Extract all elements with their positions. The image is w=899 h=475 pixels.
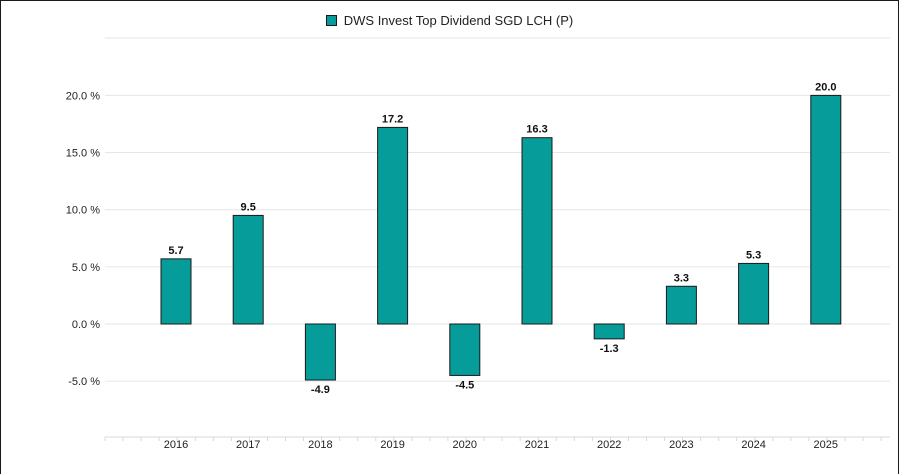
data-label-2023: 3.3 — [674, 272, 689, 284]
x-axis-ticks: 2016 2017 2018 2019 2020 2021 2022 2023 2024 2025 — [164, 439, 838, 451]
bar-2019 — [377, 126, 409, 325]
data-label-2025: 20.0 — [815, 81, 836, 93]
x-tick-label: 2024 — [741, 439, 765, 451]
bar-2022 — [593, 323, 625, 340]
chart-legend: DWS Invest Top Dividend SGD LCH (P) — [0, 13, 899, 28]
data-label-2022: -1.3 — [600, 343, 619, 355]
bar-2016 — [160, 258, 192, 325]
x-tick-label: 2021 — [525, 439, 549, 451]
x-tick-label: 2022 — [597, 439, 621, 451]
y-axis-ticks: -5.0 % 0.0 % 5.0 % 10.0 % 15.0 % 20.0 % — [66, 90, 100, 388]
x-tick-label: 2020 — [453, 439, 477, 451]
data-label-2016: 5.7 — [168, 245, 183, 257]
bar-2018 — [304, 323, 336, 381]
y-tick-label: 10.0 % — [66, 205, 100, 217]
x-axis — [104, 436, 890, 441]
bar-2023 — [665, 285, 697, 325]
data-label-2024: 5.3 — [746, 249, 761, 261]
data-label-2021: 16.3 — [526, 124, 547, 136]
legend-label: DWS Invest Top Dividend SGD LCH (P) — [343, 13, 574, 28]
data-label-2017: 9.5 — [241, 201, 256, 213]
x-tick-label: 2023 — [669, 439, 693, 451]
data-label-2018: -4.9 — [311, 384, 330, 396]
x-tick-label: 2025 — [814, 439, 838, 451]
bar-2025 — [810, 94, 842, 325]
bar-2017 — [232, 214, 264, 325]
y-tick-label: 15.0 % — [66, 148, 100, 160]
bar-2021 — [521, 137, 553, 325]
x-tick-label: 2019 — [380, 439, 404, 451]
data-label-2020: -4.5 — [455, 379, 474, 391]
data-label-2019: 17.2 — [382, 113, 403, 125]
bars — [160, 94, 842, 381]
bar-2020 — [449, 323, 481, 376]
x-tick-label: 2017 — [236, 439, 260, 451]
x-tick-label: 2018 — [308, 439, 332, 451]
bar-2024 — [738, 262, 770, 325]
y-tick-label: -5.0 % — [68, 376, 100, 388]
y-tick-label: 0.0 % — [72, 319, 100, 331]
y-tick-label: 20.0 % — [66, 90, 100, 102]
y-tick-label: 5.0 % — [72, 262, 100, 274]
grid-lines — [105, 37, 890, 382]
legend-swatch — [325, 15, 337, 26]
data-labels: 5.7 9.5 -4.9 17.2 -4.5 16.3 -1.3 3.3 5.3 20.0 — [168, 81, 836, 396]
x-tick-label: 2016 — [164, 439, 188, 451]
